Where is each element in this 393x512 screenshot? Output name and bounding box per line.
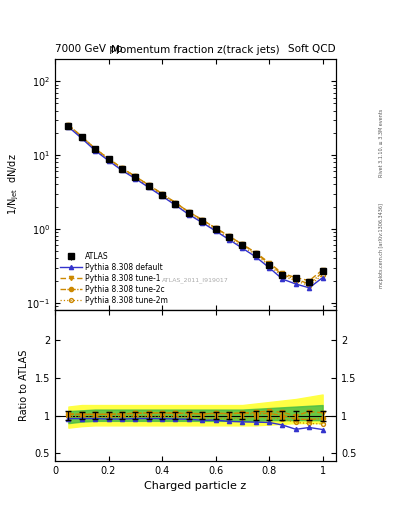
Pythia 8.308 default bbox=[240, 245, 245, 251]
Pythia 8.308 default bbox=[106, 158, 111, 164]
Line: Pythia 8.308 default: Pythia 8.308 default bbox=[66, 125, 325, 290]
Text: Rivet 3.1.10, ≥ 3.3M events: Rivet 3.1.10, ≥ 3.3M events bbox=[379, 109, 384, 178]
Pythia 8.308 default bbox=[160, 193, 164, 199]
Pythia 8.308 tune-2m bbox=[320, 272, 325, 278]
Title: Momentum fraction z(track jets): Momentum fraction z(track jets) bbox=[111, 46, 280, 55]
Text: 7000 GeV pp: 7000 GeV pp bbox=[55, 44, 123, 54]
Pythia 8.308 tune-1 bbox=[66, 122, 71, 128]
Pythia 8.308 tune-2c bbox=[307, 281, 312, 287]
Pythia 8.308 tune-2m bbox=[160, 192, 164, 198]
Pythia 8.308 tune-2m bbox=[240, 243, 245, 249]
Pythia 8.308 tune-2c bbox=[280, 272, 285, 278]
Line: Pythia 8.308 tune-2c: Pythia 8.308 tune-2c bbox=[66, 123, 325, 286]
Pythia 8.308 tune-2m bbox=[280, 273, 285, 279]
Pythia 8.308 tune-2c bbox=[133, 173, 138, 179]
Text: ATLAS_2011_I919017: ATLAS_2011_I919017 bbox=[162, 277, 229, 283]
Pythia 8.308 tune-1 bbox=[93, 145, 97, 152]
Pythia 8.308 default bbox=[66, 124, 71, 130]
Pythia 8.308 tune-2m bbox=[253, 251, 258, 258]
Pythia 8.308 tune-2m bbox=[119, 166, 124, 173]
Line: Pythia 8.308 tune-1: Pythia 8.308 tune-1 bbox=[66, 123, 325, 283]
Pythia 8.308 tune-2m bbox=[186, 210, 191, 217]
Pythia 8.308 tune-2m bbox=[146, 183, 151, 189]
Pythia 8.308 tune-2m bbox=[133, 175, 138, 181]
Pythia 8.308 tune-1 bbox=[227, 233, 231, 239]
Pythia 8.308 tune-1 bbox=[173, 200, 178, 206]
Pythia 8.308 tune-2m bbox=[79, 135, 84, 141]
Pythia 8.308 default bbox=[294, 281, 298, 287]
Pythia 8.308 tune-1 bbox=[213, 225, 218, 231]
Pythia 8.308 tune-2c bbox=[186, 209, 191, 215]
Pythia 8.308 tune-2c bbox=[213, 225, 218, 231]
Y-axis label: Ratio to ATLAS: Ratio to ATLAS bbox=[19, 350, 29, 421]
Pythia 8.308 tune-2c bbox=[119, 165, 124, 171]
Pythia 8.308 default bbox=[79, 135, 84, 141]
Pythia 8.308 tune-2m bbox=[294, 278, 298, 284]
Pythia 8.308 tune-2m bbox=[93, 146, 97, 153]
Pythia 8.308 default bbox=[133, 176, 138, 182]
Pythia 8.308 tune-1 bbox=[146, 182, 151, 188]
Pythia 8.308 tune-2c bbox=[106, 156, 111, 162]
Pythia 8.308 tune-1 bbox=[160, 190, 164, 197]
Pythia 8.308 tune-2m bbox=[307, 283, 312, 289]
X-axis label: Charged particle z: Charged particle z bbox=[144, 481, 247, 491]
Pythia 8.308 default bbox=[200, 220, 205, 226]
Pythia 8.308 tune-1 bbox=[320, 267, 325, 273]
Pythia 8.308 tune-1 bbox=[240, 241, 245, 247]
Pythia 8.308 tune-2m bbox=[227, 235, 231, 241]
Pythia 8.308 tune-1 bbox=[133, 173, 138, 179]
Pythia 8.308 default bbox=[186, 211, 191, 218]
Pythia 8.308 tune-2c bbox=[160, 190, 164, 197]
Pythia 8.308 tune-2c bbox=[320, 269, 325, 275]
Pythia 8.308 tune-1 bbox=[200, 217, 205, 223]
Y-axis label: 1/N$_{\mathregular{jet}}$  dN/dz: 1/N$_{\mathregular{jet}}$ dN/dz bbox=[6, 154, 21, 216]
Pythia 8.308 tune-2c bbox=[79, 134, 84, 140]
Pythia 8.308 tune-1 bbox=[79, 134, 84, 140]
Line: Pythia 8.308 tune-2m: Pythia 8.308 tune-2m bbox=[66, 124, 325, 288]
Pythia 8.308 default bbox=[93, 147, 97, 154]
Pythia 8.308 tune-2m bbox=[173, 201, 178, 207]
Pythia 8.308 tune-2c bbox=[227, 233, 231, 239]
Pythia 8.308 tune-2c bbox=[173, 200, 178, 206]
Pythia 8.308 tune-2c bbox=[240, 241, 245, 247]
Pythia 8.308 tune-2c bbox=[267, 261, 272, 267]
Pythia 8.308 default bbox=[227, 237, 231, 243]
Pythia 8.308 tune-2c bbox=[146, 182, 151, 188]
Pythia 8.308 tune-1 bbox=[267, 260, 272, 266]
Pythia 8.308 tune-1 bbox=[253, 249, 258, 255]
Pythia 8.308 tune-2m bbox=[267, 263, 272, 269]
Pythia 8.308 tune-1 bbox=[294, 274, 298, 281]
Pythia 8.308 tune-2m bbox=[213, 227, 218, 233]
Pythia 8.308 default bbox=[213, 228, 218, 234]
Pythia 8.308 default bbox=[267, 265, 272, 271]
Pythia 8.308 tune-1 bbox=[307, 278, 312, 284]
Pythia 8.308 tune-1 bbox=[106, 156, 111, 162]
Pythia 8.308 default bbox=[307, 285, 312, 291]
Legend: ATLAS, Pythia 8.308 default, Pythia 8.308 tune-1, Pythia 8.308 tune-2c, Pythia 8: ATLAS, Pythia 8.308 default, Pythia 8.30… bbox=[59, 250, 169, 306]
Pythia 8.308 tune-2c bbox=[66, 122, 71, 128]
Pythia 8.308 default bbox=[173, 202, 178, 208]
Pythia 8.308 tune-2m bbox=[66, 123, 71, 129]
Pythia 8.308 tune-2m bbox=[200, 219, 205, 225]
Text: mcplots.cern.ch [arXiv:1306.3436]: mcplots.cern.ch [arXiv:1306.3436] bbox=[379, 203, 384, 288]
Pythia 8.308 tune-1 bbox=[280, 270, 285, 276]
Pythia 8.308 tune-2m bbox=[106, 157, 111, 163]
Text: Soft QCD: Soft QCD bbox=[288, 44, 336, 54]
Pythia 8.308 default bbox=[253, 254, 258, 260]
Pythia 8.308 default bbox=[280, 276, 285, 282]
Pythia 8.308 tune-2c bbox=[200, 217, 205, 223]
Pythia 8.308 tune-1 bbox=[186, 209, 191, 215]
Pythia 8.308 tune-1 bbox=[119, 165, 124, 171]
Pythia 8.308 default bbox=[146, 184, 151, 190]
Pythia 8.308 tune-2c bbox=[253, 250, 258, 257]
Pythia 8.308 tune-2c bbox=[93, 145, 97, 152]
Pythia 8.308 tune-2c bbox=[294, 276, 298, 282]
Pythia 8.308 default bbox=[119, 167, 124, 174]
Pythia 8.308 default bbox=[320, 274, 325, 281]
